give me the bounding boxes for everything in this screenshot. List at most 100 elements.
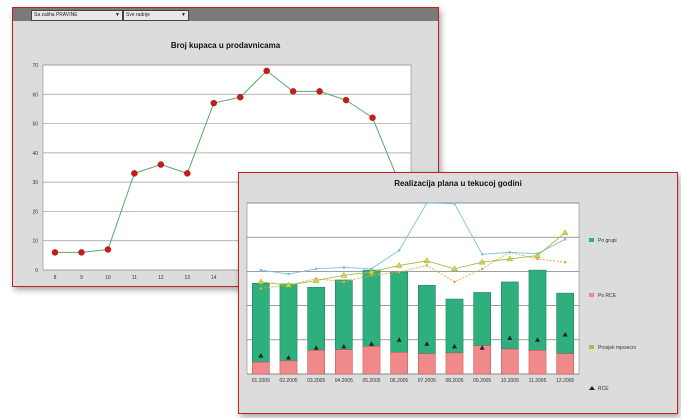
bar-po-rce [252,361,270,375]
bar-po-grupi [279,283,298,362]
data-point [478,258,486,265]
rce-marker [507,335,513,340]
filter-select-stock[interactable]: Sa zaliha PRAVINE ▼ [31,10,123,21]
chevron-down-icon: ▼ [115,12,120,18]
legend-swatch [589,238,594,242]
data-point [104,246,112,253]
x-tick-label: 01.2005 [252,378,270,384]
toolbar: Sa zaliha PRAVINE ▼ Sve radnje ▼ [13,8,438,21]
bar-po-rce [307,350,325,375]
x-tick-label: 02.2005 [279,378,297,384]
filter-select-shops-value: Sve radnje [126,12,150,18]
bar-po-grupi [556,292,574,354]
bar-po-grupi [362,269,381,347]
data-point [425,264,429,267]
x-tick-label: 04.2005 [335,378,353,384]
rce-marker [479,345,485,350]
data-point [451,265,458,271]
data-point [184,170,191,177]
data-point [78,249,85,256]
data-point [453,280,456,284]
rce-marker [396,337,402,342]
data-point [369,114,376,121]
bar-po-rce [528,350,547,375]
data-point [563,260,567,264]
x-tick-label: 12 [158,275,164,281]
x-tick-label: 10 [105,275,111,281]
y-tick-label: 70 [32,63,38,69]
series-line [260,251,566,289]
bar-po-rce [390,352,408,375]
data-point [536,257,539,261]
data-point [131,170,138,177]
data-point [316,88,323,95]
bar-po-grupi [473,292,491,346]
x-tick-label: 05.2005 [362,378,380,384]
y-tick-label: 60 [32,92,38,98]
data-point [480,253,484,256]
x-tick-label: 11 [132,275,137,281]
data-point [340,271,348,278]
data-point [508,251,512,254]
chart-title: Broj kupaca u prodavnicama [170,41,281,50]
chart-title: Realizacija plana u tekucoj godini [394,179,522,188]
x-tick-label: 9 [80,275,83,281]
data-point [423,257,431,264]
bar-po-rce [473,345,491,375]
filter-select-shops[interactable]: Sve radnje ▼ [123,10,189,21]
x-tick-label: 09.2005 [473,378,491,384]
data-point [370,274,373,277]
series-line [260,232,566,286]
data-point [157,161,165,168]
bar-po-grupi [252,282,270,363]
data-point [342,266,346,269]
rce-marker [313,345,319,350]
legend-label: Po grupi [598,238,617,244]
rce-marker [424,341,430,346]
data-point [259,268,263,272]
x-tick-label: 03.2005 [307,378,325,384]
rce-marker [452,343,457,349]
x-tick-label: 14 [211,275,217,281]
legend-label: Prosjek mjesecni [598,345,636,351]
bar-chart: 01.2005 02.2005 03.2005 04.2005 05.2005 06.20… [246,201,636,392]
series-line [55,70,400,253]
chart-window-plan: Realizacija plana u tekucoj godini 01.20… [238,172,678,414]
bar-po-rce [556,353,574,375]
bar-po-rce [279,360,298,375]
x-tick-label: 8 [54,275,57,281]
rce-marker [535,337,540,342]
data-point [563,237,567,241]
rce-marker [258,353,264,358]
data-point [534,252,541,258]
y-tick-label: 30 [32,180,38,186]
legend-swatch [589,293,594,297]
data-point [263,67,270,75]
x-tick-label: 10.2005 [501,378,519,384]
y-tick-label: 0 [35,268,38,274]
data-point [289,88,297,95]
rce-marker [369,341,374,346]
bar-po-rce [445,352,464,375]
legend-label: Po RCE [598,293,617,299]
data-point [257,278,265,285]
rce-marker [562,332,568,337]
data-point [287,272,290,276]
rce-marker [341,343,347,349]
legend-label: RCE [598,386,609,392]
plot-area [246,202,580,375]
data-point [51,249,59,256]
y-tick-label: 40 [32,151,38,157]
chevron-down-icon: ▼ [181,12,186,18]
x-tick-label: 11.2005 [529,378,547,384]
y-tick-label: 20 [32,209,38,215]
bar-po-grupi [307,286,325,351]
bar-po-rce [418,353,436,375]
rce-marker [286,355,291,360]
data-point [312,277,320,283]
data-point [285,281,292,288]
data-point [480,267,484,271]
x-tick-label: 06.2005 [390,378,408,384]
bar-po-rce [501,348,519,375]
data-point [506,255,514,262]
